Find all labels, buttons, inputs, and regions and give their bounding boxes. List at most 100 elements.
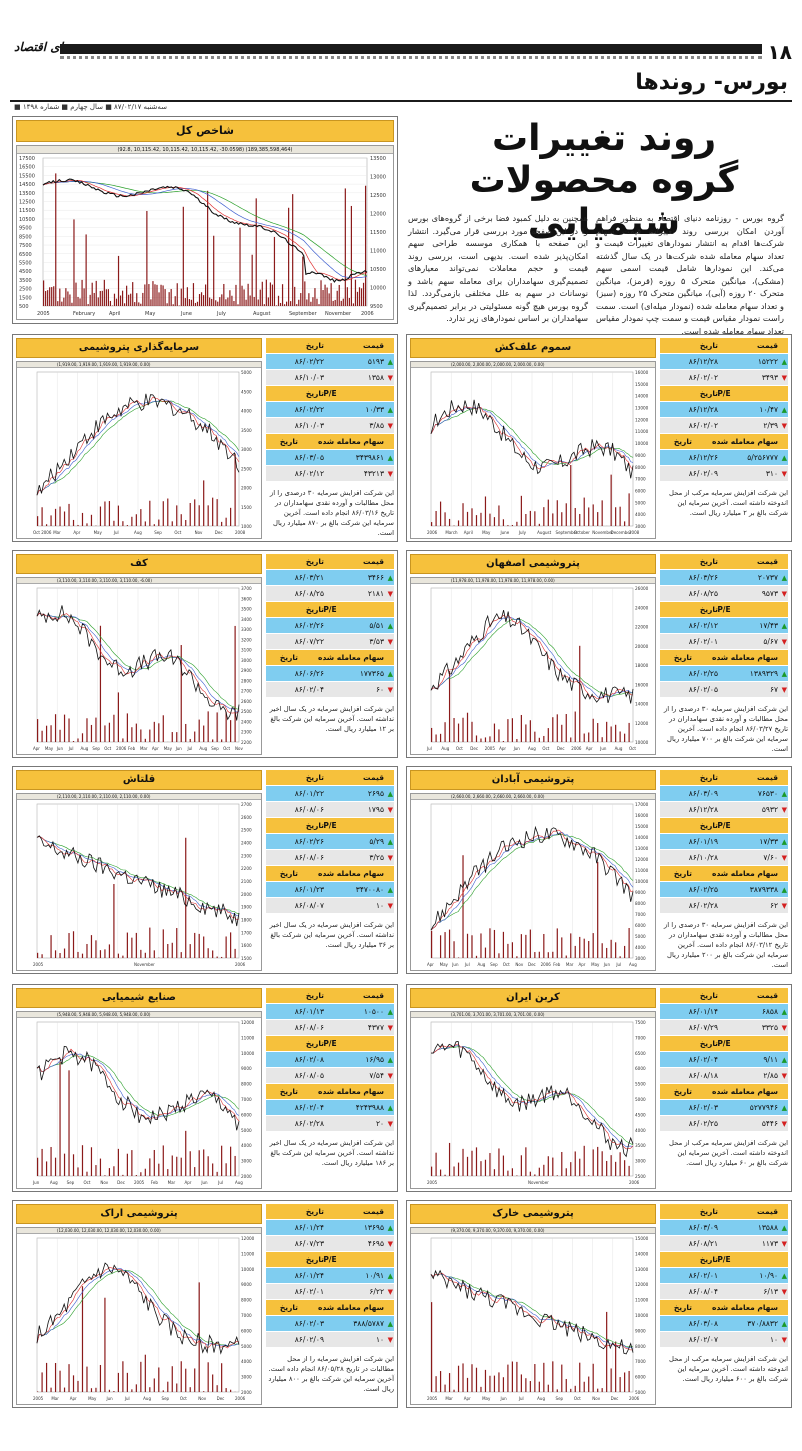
x-tick-label: Feb bbox=[553, 962, 561, 967]
company-note: این شرکت افزایش سرمایه در یک سال اخیر ند… bbox=[269, 1139, 394, 1167]
stats-table: قیمت تاریخ ▲ ۲۰۷۳۷ ۸۶/۰۳/۲۶ ▼ ۹۵۷۳ ۸۶/۰۸/۲۵ P… bbox=[660, 554, 788, 698]
volume-bar bbox=[53, 286, 55, 306]
cell-date: ۸۶/۰۷/۲۳ bbox=[294, 1239, 324, 1248]
volume-bar bbox=[364, 185, 367, 306]
volume-bar bbox=[50, 515, 52, 526]
volume-bar bbox=[570, 933, 572, 958]
up-arrow-icon: ▲ bbox=[387, 1008, 393, 1016]
volume-bar bbox=[54, 950, 57, 958]
volume-bar bbox=[502, 1377, 505, 1392]
volume-bar bbox=[86, 1366, 88, 1392]
volume-bar bbox=[221, 1363, 223, 1392]
company-chart-plot: 3700 3600 3500 3400 3300 3200 3100 3000 2900 2800… bbox=[33, 586, 252, 751]
volume-bar bbox=[615, 507, 617, 526]
cell-date: ۸۶/۰۲/۲۸ bbox=[294, 1119, 324, 1128]
x-tick-label: Sep bbox=[67, 1180, 75, 1185]
company-note: این شرکت افزایش سرمایه ۳۰ درصدی را از مح… bbox=[269, 489, 394, 537]
y-tick-label: 2000 bbox=[241, 892, 252, 897]
volume-bar bbox=[356, 291, 359, 306]
y-left-tick-label: 5500 bbox=[19, 260, 32, 266]
volume-bar bbox=[99, 625, 102, 742]
y-tick-label: 3000 bbox=[241, 1159, 252, 1164]
x-tick-label: Jul bbox=[124, 1396, 130, 1401]
volume-bar bbox=[493, 1169, 496, 1176]
down-arrow-icon: ▼ bbox=[781, 902, 787, 910]
volume-bar bbox=[73, 219, 75, 306]
volume-bar bbox=[493, 1375, 496, 1392]
volume-bar bbox=[520, 1374, 522, 1392]
company-chart-plot: 16000 15000 14000 13000 12000 11000 10000 9000 8… bbox=[427, 370, 649, 535]
volume-bar bbox=[592, 1363, 594, 1392]
x-tick-label: Jun bbox=[200, 1180, 208, 1185]
volume-bar bbox=[534, 731, 536, 742]
volume-bar bbox=[489, 736, 491, 742]
volume-bar bbox=[41, 730, 43, 742]
ma-25-line bbox=[430, 618, 634, 697]
x-tick-label: Dec bbox=[528, 962, 536, 967]
volume-bar bbox=[41, 1148, 43, 1176]
company-title: قلتاش bbox=[16, 770, 262, 790]
volume-bar bbox=[99, 290, 101, 306]
volume-bar bbox=[146, 210, 148, 306]
company-chart-plot: 12000 11000 10000 9000 8000 7000 6000 5000 4000 3… bbox=[33, 1236, 255, 1401]
volume-bar bbox=[59, 729, 61, 742]
company-chart-plot: 17000 16000 15000 14000 13000 12000 11000 10000… bbox=[427, 802, 649, 967]
volume-bar bbox=[498, 1372, 500, 1392]
y-tick-label: 22000 bbox=[635, 625, 649, 630]
volume-bar bbox=[176, 1383, 178, 1392]
y-tick-label: 8000 bbox=[241, 1298, 252, 1303]
volume-bar bbox=[113, 293, 116, 306]
volume-bar bbox=[556, 1389, 558, 1392]
x-tick-label: Jun bbox=[499, 1396, 507, 1401]
volume-bar bbox=[525, 724, 527, 742]
volume-bar bbox=[140, 1361, 142, 1392]
down-arrow-icon: ▼ bbox=[387, 638, 393, 646]
volume-bar bbox=[131, 516, 133, 526]
volume-bar bbox=[583, 497, 585, 526]
y-tick-label: 15000 bbox=[635, 382, 649, 387]
volume-bar bbox=[149, 1387, 151, 1392]
x-tick-label: August bbox=[253, 311, 271, 317]
price-line bbox=[430, 825, 634, 931]
table-row: ▲ ۵۱۹۳ ۸۶/۰۲/۲۲ bbox=[266, 354, 394, 370]
volume-bar bbox=[185, 519, 187, 526]
article-title: روند تغییرات گروه محصولات شیمیایی bbox=[424, 118, 784, 244]
volume-bar bbox=[189, 944, 191, 958]
ma-5-line bbox=[430, 406, 634, 470]
table-row: ▲ ۳۴۶۶ ۸۶/۰۳/۲۱ bbox=[266, 570, 394, 586]
col-date: تاریخ bbox=[305, 773, 324, 782]
x-tick-label: March bbox=[445, 530, 458, 535]
volume-bar bbox=[475, 1367, 478, 1392]
volume-bar bbox=[320, 280, 322, 306]
table-header: قیمت تاریخ bbox=[660, 338, 788, 354]
x-tick-label: Apr bbox=[586, 746, 593, 751]
volume-bar bbox=[498, 505, 500, 526]
x-tick-label: Aug bbox=[143, 1396, 151, 1401]
y-tick-label: 9000 bbox=[635, 1328, 646, 1333]
volume-bar bbox=[601, 943, 603, 958]
volume-bar bbox=[43, 280, 45, 306]
volume-bar bbox=[624, 1372, 626, 1392]
volume-bar bbox=[171, 1155, 173, 1176]
volume-bar bbox=[90, 724, 93, 742]
volume-bar bbox=[489, 513, 491, 526]
volume-bar bbox=[498, 729, 500, 742]
y-left-tick-label: 4500 bbox=[19, 269, 32, 275]
y-tick-label: 7000 bbox=[241, 1097, 252, 1102]
volume-bar bbox=[574, 1151, 576, 1176]
volume-bar bbox=[203, 936, 205, 958]
stats-table: قیمت تاریخ ▲ ۲۶۹۵ ۸۶/۰۱/۲۲ ▼ ۱۷۹۵ ۸۶/۰۸/۰۶ P/… bbox=[266, 770, 394, 914]
section-title: بورس- روندها bbox=[635, 70, 788, 95]
y-tick-label: 2300 bbox=[241, 730, 252, 735]
stats-table: قیمت تاریخ ▲ ۷۶۵۳۰ ۸۶/۰۳/۰۹ ▼ ۵۹۳۲ ۸۶/۱۲/۲۸ P… bbox=[660, 770, 788, 914]
volume-bar bbox=[480, 933, 482, 958]
cell-date: ۸۶/۱۲/۲۸ bbox=[688, 357, 718, 366]
volume-bar bbox=[144, 952, 146, 958]
volume-bar bbox=[306, 299, 308, 306]
cell-value: ۱۳۵۸ bbox=[367, 373, 384, 382]
table-row: ▲ ۴۲۴۳۹۸۸ ۸۶/۰۲/۰۴ bbox=[266, 1100, 394, 1116]
volume-bar bbox=[86, 718, 88, 742]
volume-bar bbox=[216, 1171, 218, 1176]
down-arrow-icon: ▼ bbox=[781, 374, 787, 382]
table-row: ▼ ۵/۶۷ ۸۶/۰۲/۰۱ bbox=[660, 634, 788, 650]
